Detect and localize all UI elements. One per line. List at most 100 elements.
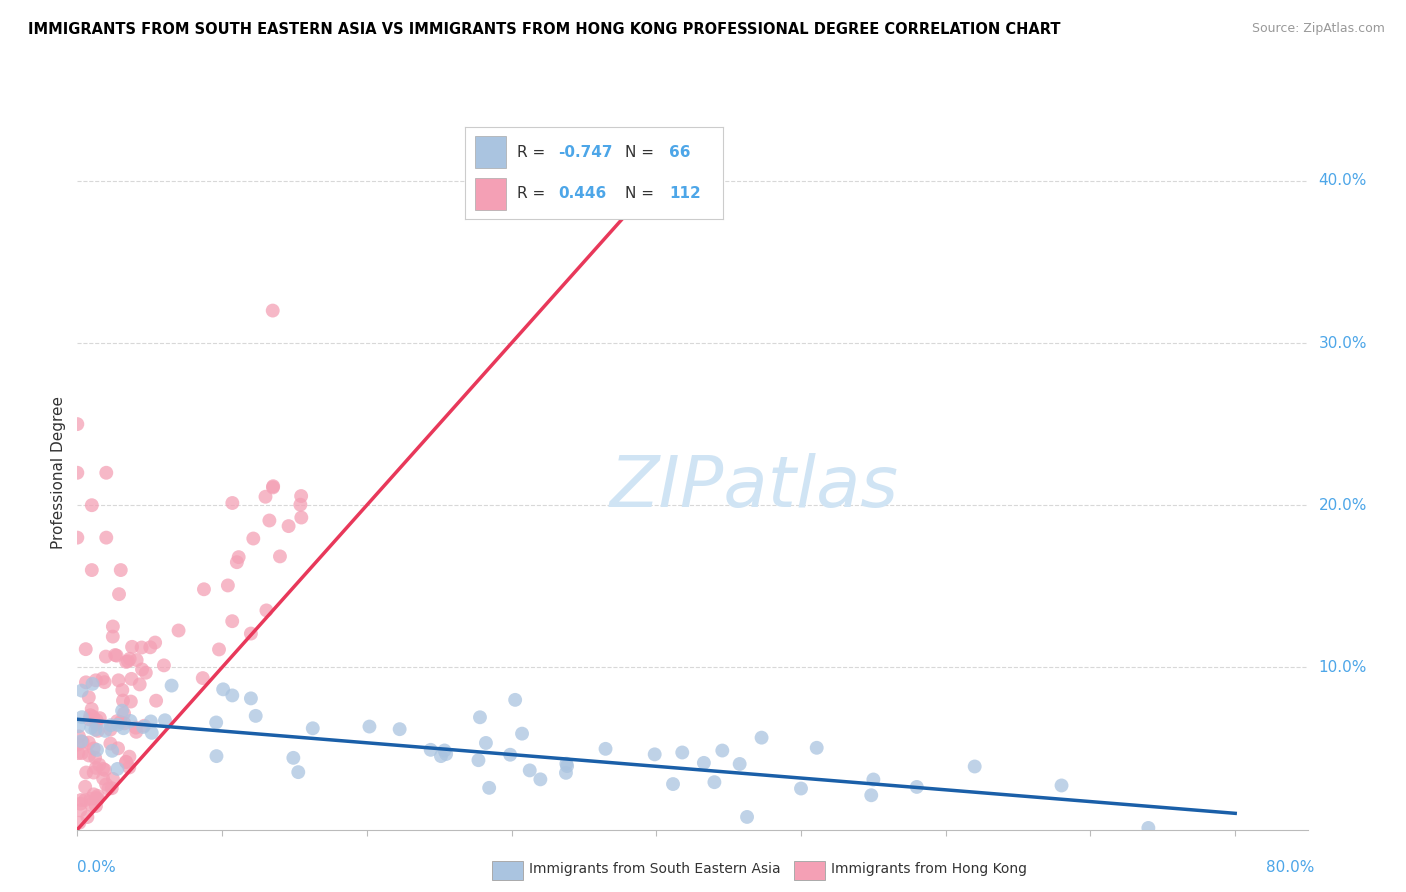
Point (131, 662, 153, 676)
Point (254, 490, 277, 504)
Point (475, 736, 498, 750)
Point (419, 743, 441, 757)
Point (131, 640, 153, 655)
Point (84, 750, 107, 764)
Point (93, 675, 115, 690)
Point (86, 743, 108, 757)
Point (107, 741, 129, 756)
Point (167, 624, 190, 638)
Point (160, 679, 183, 693)
Point (751, 731, 773, 745)
Point (503, 693, 526, 707)
Point (84, 723, 107, 737)
Point (135, 665, 157, 680)
Point (111, 693, 134, 707)
Point (221, 614, 243, 628)
Point (434, 747, 457, 761)
Text: Immigrants from Hong Kong: Immigrants from Hong Kong (831, 862, 1026, 876)
Point (388, 722, 411, 736)
Point (79, 708, 101, 723)
Point (100, 718, 122, 732)
Point (555, 759, 578, 773)
Point (191, 671, 214, 685)
Point (67, 719, 90, 733)
Point (595, 742, 617, 756)
Point (242, 532, 264, 546)
Point (290, 489, 312, 503)
Point (105, 714, 128, 729)
Point (104, 648, 127, 662)
Point (499, 747, 522, 762)
Point (80, 702, 103, 716)
Point (134, 719, 156, 733)
Point (83, 765, 105, 780)
Point (101, 772, 124, 786)
Point (259, 514, 281, 528)
Point (529, 772, 551, 787)
Point (735, 810, 758, 824)
Point (94, 777, 117, 791)
Point (555, 765, 578, 780)
Point (125, 724, 148, 739)
Point (67, 815, 90, 830)
Point (467, 753, 489, 767)
Point (67, 746, 90, 760)
Point (80, 498, 103, 512)
Point (77, 690, 100, 705)
Point (125, 721, 148, 735)
Point (145, 694, 167, 708)
Point (89, 757, 111, 772)
Point (66, 466, 89, 480)
Y-axis label: Professional Degree: Professional Degree (51, 396, 66, 549)
Point (139, 640, 162, 655)
Point (510, 726, 533, 740)
Point (671, 746, 693, 760)
Point (66, 417, 89, 431)
Point (83, 741, 105, 756)
Point (519, 764, 541, 778)
Point (262, 480, 284, 494)
Point (239, 691, 262, 706)
Point (703, 775, 725, 789)
Point (67, 729, 90, 743)
Point (862, 772, 884, 787)
Point (120, 714, 142, 728)
Point (107, 673, 129, 688)
Point (80, 797, 103, 812)
Point (790, 781, 813, 796)
Point (82, 709, 104, 723)
Point (693, 756, 716, 770)
Point (84, 717, 107, 731)
Point (80, 791, 103, 805)
Point (91, 672, 114, 686)
Point (290, 510, 312, 524)
Point (91, 772, 114, 786)
Point (228, 550, 250, 565)
Point (101, 630, 124, 644)
Point (112, 721, 135, 735)
Point (89, 711, 111, 725)
Point (77, 736, 100, 750)
Point (430, 749, 453, 764)
Point (87, 792, 110, 806)
Point (110, 715, 132, 730)
Point (72, 735, 94, 749)
Point (94, 723, 117, 738)
Point (112, 706, 135, 721)
Point (84, 761, 107, 775)
Text: 10.0%: 10.0% (1319, 660, 1367, 675)
Point (359, 720, 381, 734)
Point (100, 723, 122, 737)
Text: 20.0%: 20.0% (1319, 498, 1367, 513)
Point (806, 740, 828, 755)
Point (75, 642, 97, 657)
Point (84, 799, 107, 814)
Point (107, 762, 129, 776)
Point (96, 466, 118, 480)
Point (101, 744, 124, 758)
Point (94, 649, 117, 664)
Point (153, 658, 176, 673)
Point (468, 710, 491, 724)
Point (141, 726, 163, 740)
Point (963, 759, 986, 773)
